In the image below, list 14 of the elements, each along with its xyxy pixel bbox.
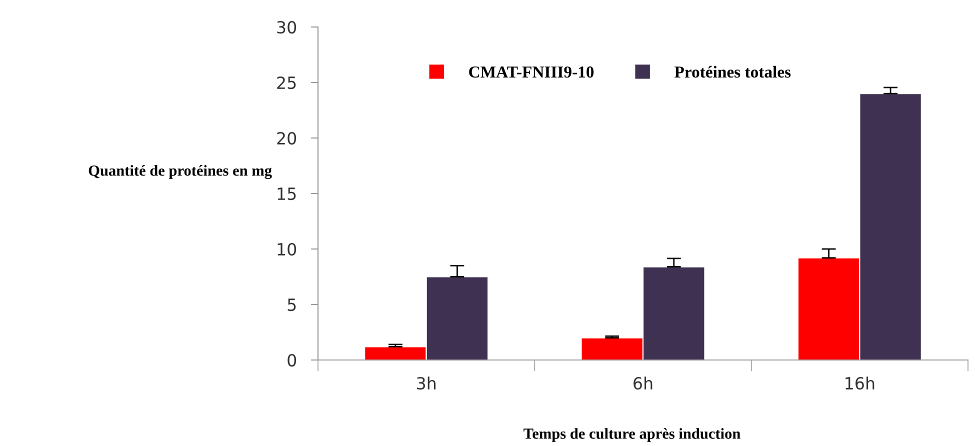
legend-label: CMAT-FNIII9-10 (469, 66, 594, 78)
y-tick-label: 20 (277, 132, 296, 145)
y-tick-label: 5 (288, 298, 296, 312)
x-axis-title: Temps de culture après induction (524, 428, 740, 442)
x-tick-label: 6h (634, 376, 652, 390)
y-axis-title: Quantité de protéines en mg (88, 165, 272, 179)
y-tick-label: 25 (277, 76, 296, 90)
y-tick-label: 10 (278, 242, 296, 256)
y-tick-label: 15 (278, 188, 296, 200)
y-tick-label: 30 (277, 20, 296, 34)
y-tick-label: 0 (288, 354, 296, 367)
x-tick-label: 16h (846, 376, 874, 390)
x-tick-label: 3h (417, 376, 436, 390)
legend-label: Protéines totales (674, 66, 791, 78)
